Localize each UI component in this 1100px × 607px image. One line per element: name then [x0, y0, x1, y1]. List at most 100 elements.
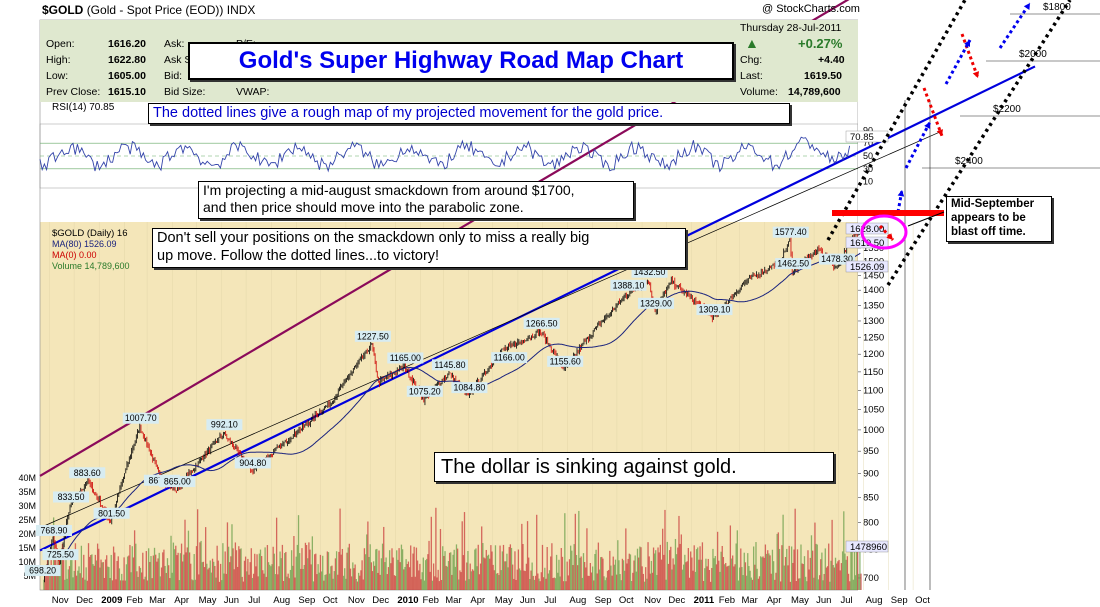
price-label: 725.50 [47, 550, 74, 560]
volume-bar [250, 548, 252, 590]
volume-bar [622, 560, 625, 590]
volume-bar [849, 581, 851, 590]
volume-bar [104, 559, 107, 590]
x-tick-label: 2010 [397, 595, 418, 606]
projection-level-label: $1800 [1043, 2, 1071, 13]
volume-bar [635, 571, 637, 590]
projection-arrow-blue-head [924, 122, 931, 129]
x-tick-label: Dec [372, 595, 389, 606]
volume-bar [763, 557, 765, 590]
chg-label: Chg: [740, 54, 763, 66]
volume-bar [632, 572, 634, 590]
volume-bar [258, 553, 260, 590]
volume-bar [443, 555, 445, 590]
volume-bar [522, 544, 524, 590]
price-label: 1166.00 [494, 353, 525, 363]
volume-bar [856, 541, 858, 590]
volume-bar [536, 514, 538, 590]
mid-trend-line [39, 131, 941, 529]
open-value: 1616.20 [108, 38, 146, 50]
volume-bar [673, 564, 675, 590]
volume-bar [64, 579, 66, 590]
volume-bar [707, 558, 709, 590]
volume-bar [555, 554, 558, 590]
volume-bar [243, 560, 246, 590]
volume-bar [77, 570, 79, 590]
projection-zone [858, 0, 1100, 607]
volume-bar [175, 545, 177, 590]
volume-bar [146, 580, 149, 590]
volume-bar [651, 572, 654, 590]
volume-bar [297, 515, 300, 590]
volume-bar [145, 551, 147, 590]
volume-bar [56, 574, 58, 590]
volume-bar [554, 578, 557, 590]
volume-bar [793, 549, 795, 590]
volume-bar [600, 557, 602, 590]
price-label-bg [206, 419, 243, 431]
price-label: 801.50 [98, 508, 125, 518]
volume-bar [164, 565, 166, 590]
volume-bar [545, 578, 547, 590]
volume-bar [163, 549, 165, 590]
projection-arrow-red [922, 87, 944, 137]
volume-bar [401, 549, 404, 590]
projection-arrow-blue [944, 39, 972, 85]
volume-bar [460, 572, 462, 590]
volume-bar [833, 567, 836, 590]
x-tick-label: Dec [76, 595, 93, 606]
volume-label: Volume: [740, 86, 778, 98]
volume-bar [448, 552, 451, 590]
volume-bar [520, 570, 522, 590]
volume-bar [324, 574, 326, 590]
volume-bar [318, 572, 320, 590]
volume-bar [645, 567, 647, 590]
volume-bar [613, 564, 616, 590]
volume-bar [499, 545, 501, 590]
volume-bar [553, 577, 555, 590]
dont-sell-note: Don't sell your positions on the smackdo… [152, 228, 686, 268]
volume-tick-label: 40M [18, 473, 36, 483]
volume-bar [289, 569, 292, 590]
volume-bar [850, 546, 852, 590]
volume-bar [517, 549, 520, 590]
dollar-note: The dollar is sinking against gold. [434, 452, 834, 482]
volume-bar [794, 508, 796, 590]
volume-bar [630, 581, 633, 590]
volume-bar [815, 543, 817, 590]
volume-bar [483, 557, 485, 590]
volume-bar [680, 534, 682, 590]
volume-bar [150, 556, 152, 590]
volume-bar [148, 548, 150, 590]
volume-bar [663, 554, 665, 590]
volume-bar [655, 550, 657, 590]
volume-bar [160, 567, 163, 590]
date: Thursday 28-Jul-2011 [740, 22, 842, 34]
volume-bar [513, 578, 515, 590]
volume-bar [420, 579, 422, 590]
price-label-bg [819, 253, 856, 265]
volume-bar [70, 549, 72, 590]
volume-bar [137, 576, 139, 590]
volume-bar [51, 565, 54, 590]
volume-bar [636, 548, 639, 590]
price-label: 883.60 [74, 468, 101, 478]
volume-bar [694, 571, 697, 590]
volume-bar [652, 547, 655, 590]
y-tick-label: 950 [863, 446, 879, 457]
volume-bar [390, 563, 392, 590]
volume-bar [804, 576, 807, 590]
price-label: 1329.00 [640, 298, 672, 308]
volume-bar [311, 536, 313, 590]
volume-bar [106, 555, 108, 590]
volume-bar [156, 561, 158, 590]
volume-bar [210, 572, 213, 590]
volume-bar [563, 581, 565, 590]
price-label-bg [491, 352, 528, 364]
volume-bar [222, 543, 224, 590]
volume-value: 14,789,600 [788, 86, 841, 98]
volume-bar [316, 574, 318, 590]
volume-bar [108, 567, 110, 590]
x-tick-label: Nov [644, 595, 661, 606]
volume-bar [723, 564, 726, 590]
